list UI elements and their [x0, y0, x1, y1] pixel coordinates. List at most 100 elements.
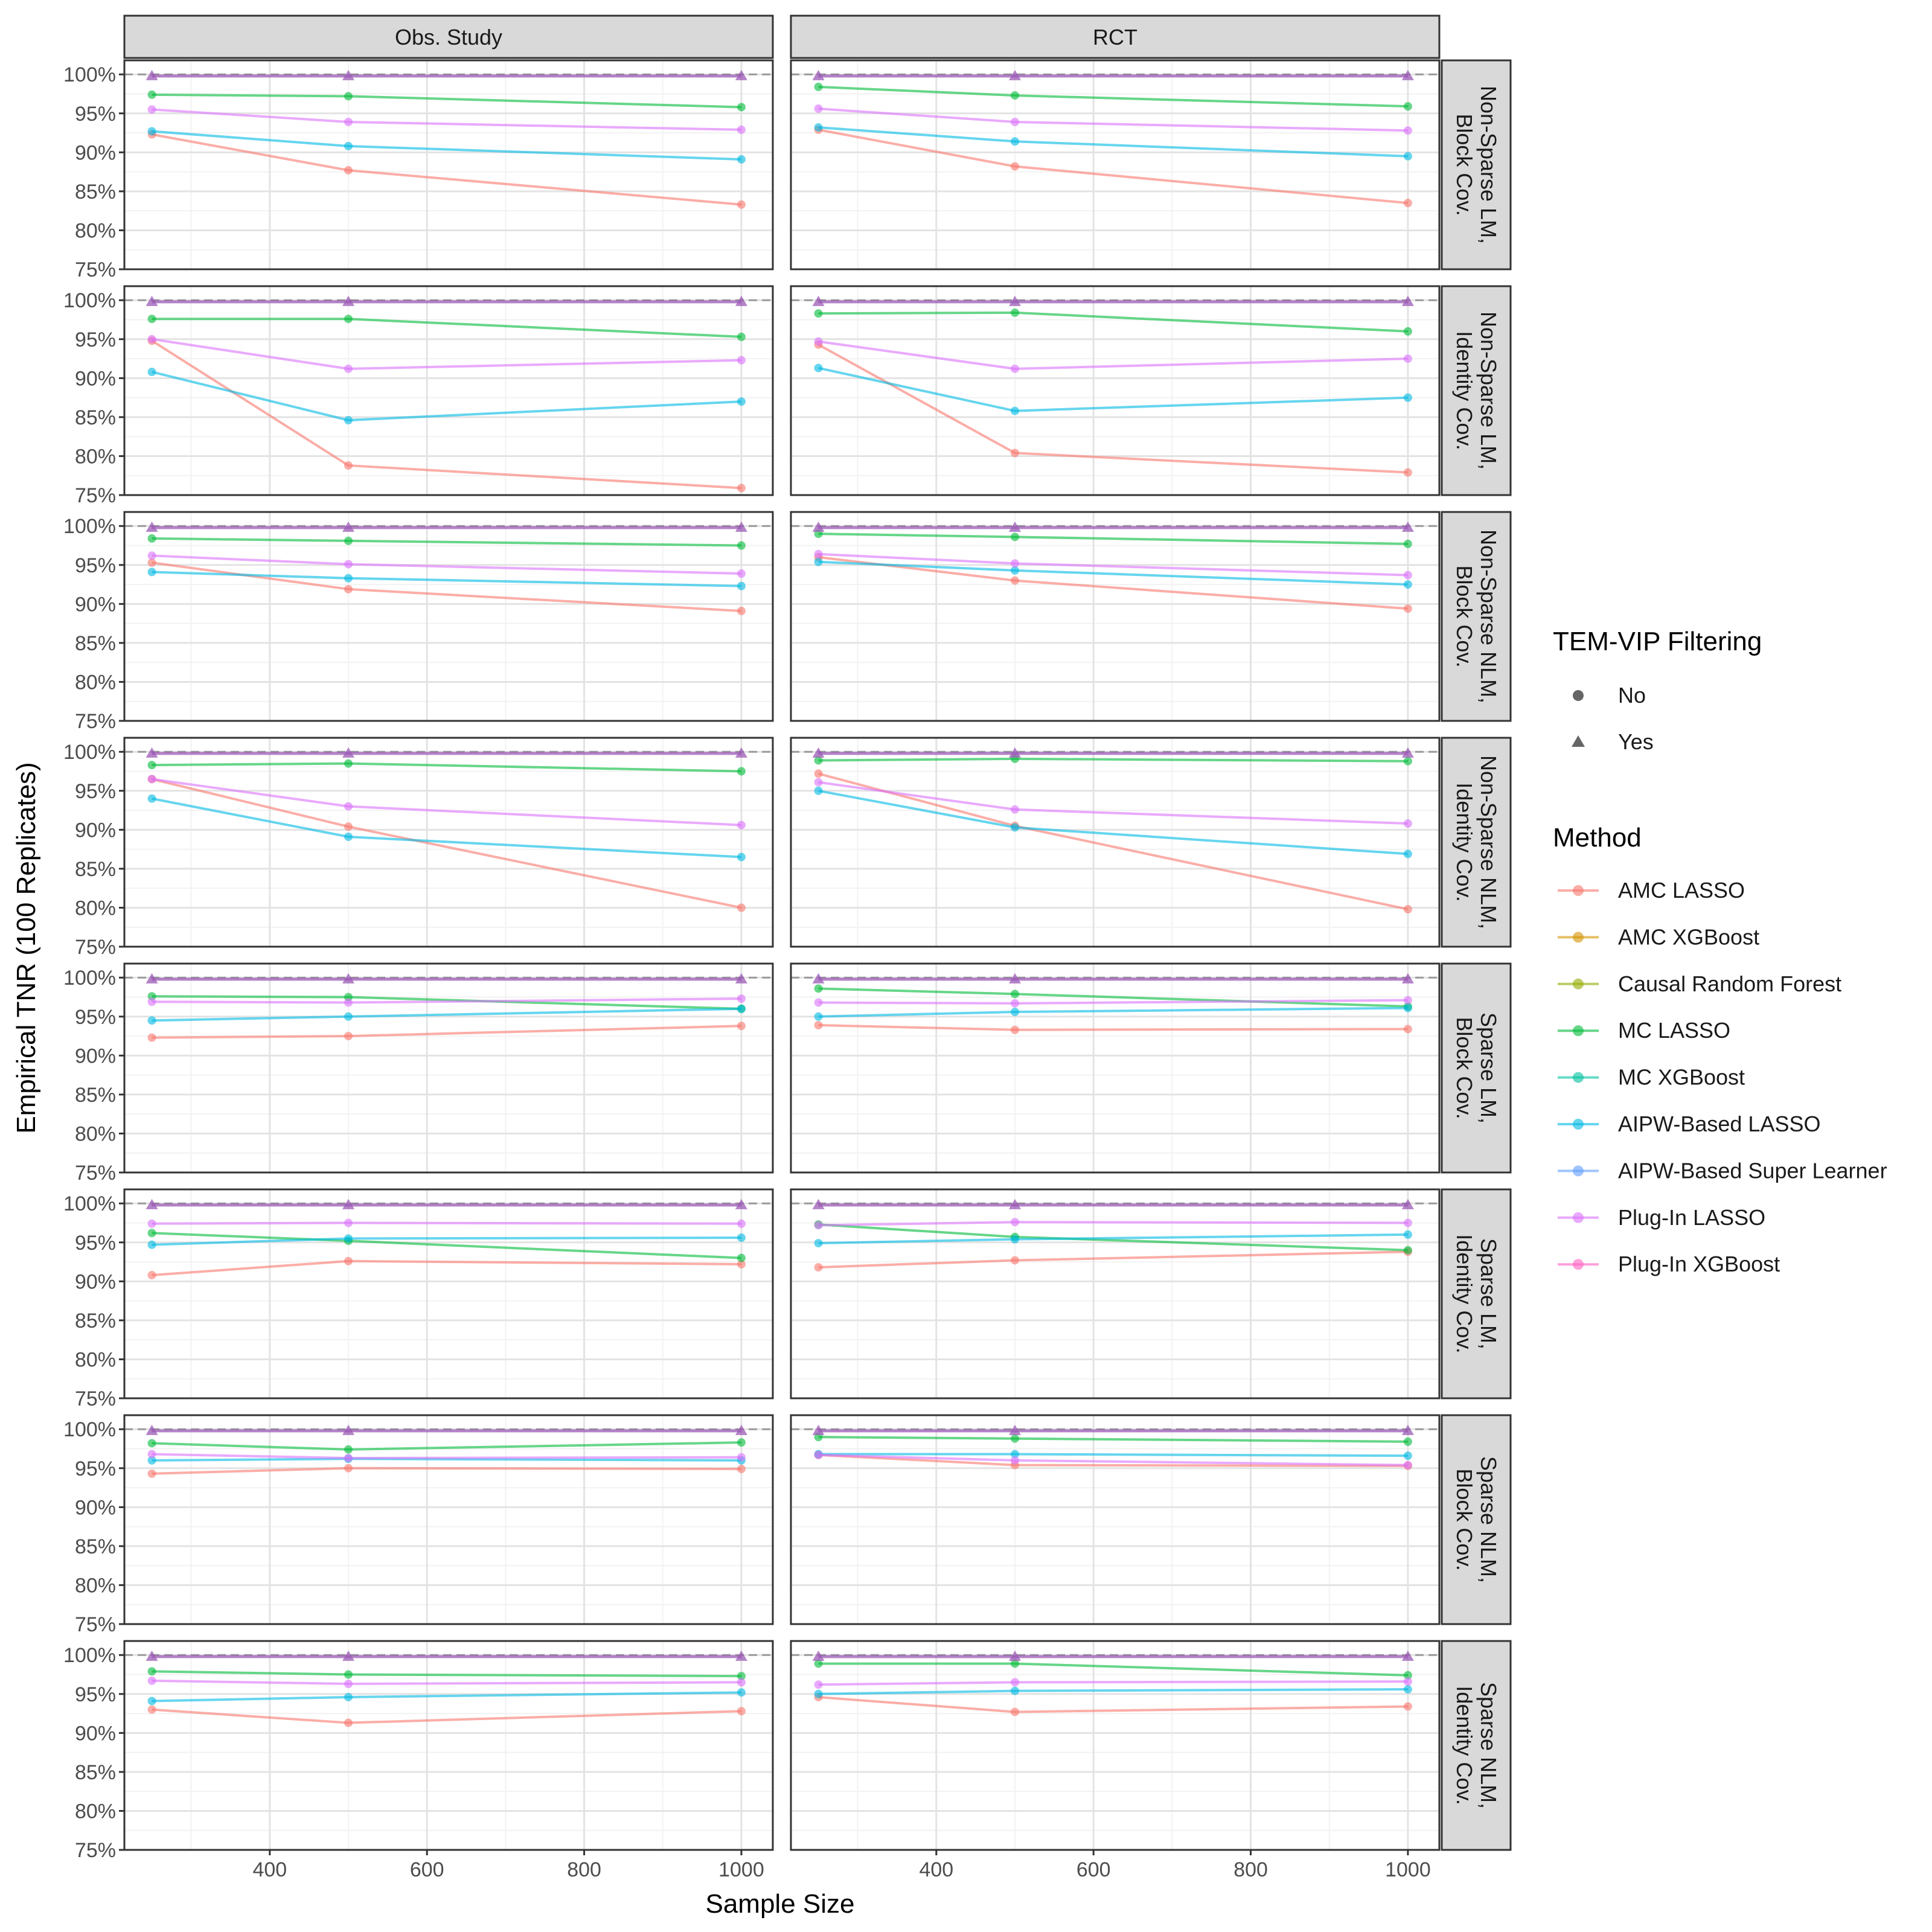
series-point — [814, 337, 823, 346]
filtered-series-point — [1009, 1424, 1022, 1435]
series-point — [147, 794, 156, 803]
series-point — [1403, 1460, 1412, 1470]
series-point — [1011, 1256, 1020, 1265]
y-tick-label: 100% — [63, 1418, 116, 1441]
series-point — [147, 1033, 156, 1042]
series-point — [1011, 91, 1020, 100]
filtered-series-point — [812, 973, 825, 984]
x-tick-label: 1000 — [1385, 1858, 1431, 1881]
series-point — [737, 541, 746, 550]
series-point — [737, 994, 746, 1003]
series-point — [1403, 1671, 1412, 1680]
facet-panel — [790, 1640, 1441, 1851]
series-point — [814, 1020, 823, 1029]
y-tick-label: 80% — [75, 219, 116, 242]
series-point — [147, 1439, 156, 1448]
panel-background — [791, 1189, 1439, 1398]
facet-panel — [790, 962, 1441, 1174]
series-point — [1403, 354, 1412, 363]
panel-background — [124, 1415, 773, 1624]
series-point — [814, 557, 823, 566]
series-point — [344, 574, 353, 583]
panel-border — [790, 59, 1441, 270]
series-point — [1011, 117, 1020, 126]
legend-method-key — [1573, 1165, 1584, 1177]
series-point — [1403, 1230, 1412, 1239]
panel-background — [124, 286, 773, 495]
panel-background — [791, 964, 1439, 1172]
legend-method-key — [1573, 1259, 1584, 1270]
series-point — [1011, 1686, 1020, 1695]
series-point — [814, 778, 823, 787]
series-point — [1011, 364, 1020, 373]
series-point — [737, 1022, 746, 1031]
y-tick-label: 85% — [75, 1084, 116, 1107]
series-point — [1011, 1450, 1020, 1459]
legend-method-label: AIPW-Based LASSO — [1618, 1112, 1820, 1136]
row-strip-label: Identity Cov. — [1452, 1686, 1477, 1805]
series-point — [737, 1453, 746, 1462]
series-point — [147, 1676, 156, 1685]
y-tick-label: 95% — [75, 1683, 116, 1706]
y-tick-label: 90% — [75, 1270, 116, 1293]
filtered-series-point — [812, 69, 825, 80]
series-point — [147, 1697, 156, 1706]
series-point — [737, 397, 746, 406]
y-tick-label: 80% — [75, 445, 116, 468]
filtered-series-point — [146, 747, 158, 758]
series-point — [1403, 905, 1412, 914]
panel-border — [123, 285, 774, 496]
axes: 75% 80% 85% 90% 95% 100% 75% 80% 85% 90% 95% 100% 75… — [63, 63, 1431, 1881]
filtered-series-point — [342, 1198, 355, 1209]
series-point — [1403, 1437, 1412, 1446]
y-tick-label: 85% — [75, 1535, 116, 1558]
series-point — [1403, 393, 1412, 402]
series-point — [344, 1234, 353, 1243]
legend-filter-key — [1573, 690, 1584, 701]
facet-panel — [790, 511, 1441, 722]
filtered-series-point — [1009, 1198, 1022, 1209]
y-tick-label: 80% — [75, 671, 116, 694]
y-tick-label: 75% — [75, 1387, 116, 1410]
series-point — [737, 1219, 746, 1228]
panel-background — [791, 286, 1439, 495]
series-point — [344, 584, 353, 593]
panel-background — [791, 738, 1439, 947]
legend-method-key — [1573, 1212, 1584, 1223]
filtered-series-point — [1401, 69, 1414, 80]
series-point — [344, 1256, 353, 1265]
filtered-series-point — [1009, 69, 1022, 80]
series-point — [344, 1718, 353, 1727]
row-strip-label: Non-Sparse NLM, — [1476, 755, 1501, 929]
legend-method-key — [1573, 885, 1584, 896]
legend: TEM-VIP Filtering Method No Yes AMC LASSO A… — [1553, 627, 1887, 1276]
series-point — [737, 1259, 746, 1268]
series-point — [814, 1450, 823, 1459]
panel-border — [123, 1414, 774, 1625]
series-point — [147, 315, 156, 324]
panel-border — [123, 511, 774, 722]
panel-background — [791, 1415, 1439, 1624]
series-point — [737, 1672, 746, 1681]
series-point — [344, 1463, 353, 1473]
series-point — [737, 606, 746, 615]
y-tick-label: 75% — [75, 1839, 116, 1862]
series-point — [147, 368, 156, 377]
legend-filter-label: No — [1618, 683, 1646, 708]
y-tick-label: 100% — [63, 515, 116, 538]
series-point — [1403, 580, 1412, 589]
series-point — [1011, 1025, 1020, 1034]
facet-panel — [123, 511, 774, 722]
series-point — [1403, 468, 1412, 477]
legend-method-label: MC XGBoost — [1618, 1065, 1745, 1090]
panel-border — [790, 1640, 1441, 1851]
row-strip-label: Block Cov. — [1452, 565, 1477, 667]
row-strip — [1441, 1640, 1512, 1851]
panel-background — [124, 964, 773, 1172]
series-point — [147, 105, 156, 114]
x-tick-label: 600 — [1076, 1858, 1111, 1881]
y-tick-label: 85% — [75, 181, 116, 203]
series-point — [1403, 126, 1412, 135]
series-point — [344, 1454, 353, 1463]
